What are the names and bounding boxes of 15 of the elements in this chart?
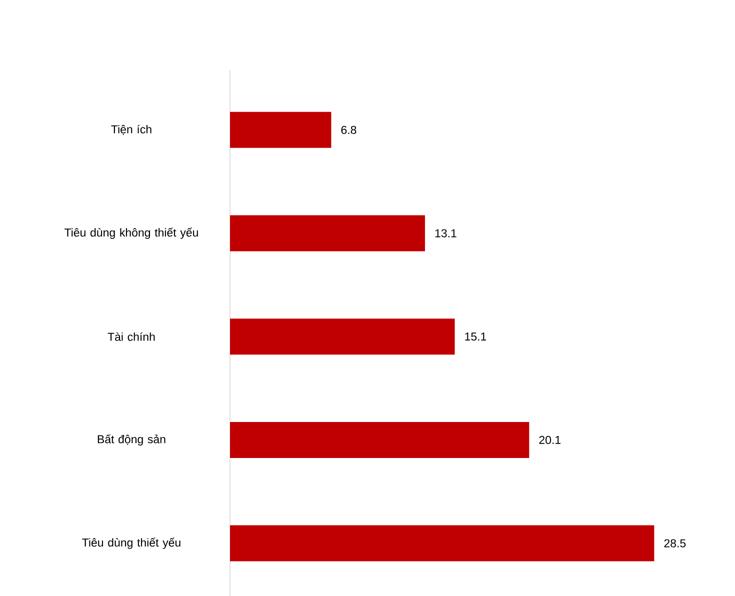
data-label: 13.1 [435, 229, 456, 238]
y-tick-label: Tiêu dùng không thiết yếu [64, 228, 198, 239]
data-label: 28.5 [664, 539, 686, 548]
data-label: 20.1 [539, 436, 561, 444]
bar [230, 318, 455, 355]
bar [230, 525, 654, 562]
y-tick-label: Bất động sản [98, 434, 166, 446]
bar [230, 422, 530, 458]
bar [230, 112, 332, 148]
y-tick-label: Tiêu dùng thiết yếu [82, 538, 180, 549]
data-label: 6.8 [341, 126, 356, 134]
y-tick-label: Tiện ích [111, 124, 152, 135]
y-tick-label: Tài chính [108, 332, 155, 341]
data-label: 15.1 [465, 332, 486, 341]
bar [230, 215, 425, 252]
